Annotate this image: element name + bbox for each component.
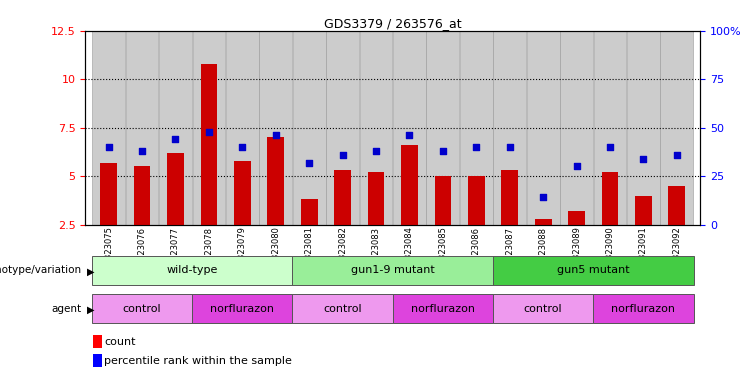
Bar <box>268 137 284 225</box>
Point <box>136 148 148 154</box>
Point <box>437 148 449 154</box>
Point <box>637 156 649 162</box>
Point <box>203 129 215 135</box>
FancyBboxPatch shape <box>293 31 325 225</box>
Point <box>504 144 516 150</box>
Bar <box>602 172 618 225</box>
Text: GSM323087: GSM323087 <box>505 227 514 278</box>
Text: control: control <box>323 304 362 314</box>
Point <box>303 159 315 166</box>
Point <box>370 148 382 154</box>
Text: GSM323091: GSM323091 <box>639 227 648 277</box>
Point <box>170 136 182 142</box>
Text: agent: agent <box>51 304 82 314</box>
Text: wild-type: wild-type <box>167 265 218 275</box>
FancyBboxPatch shape <box>627 31 659 225</box>
Bar <box>301 199 318 225</box>
FancyBboxPatch shape <box>560 31 593 225</box>
Text: percentile rank within the sample: percentile rank within the sample <box>104 356 293 366</box>
FancyBboxPatch shape <box>159 31 192 225</box>
Bar <box>668 186 685 225</box>
Text: gun1-9 mutant: gun1-9 mutant <box>350 265 435 275</box>
Text: GSM323079: GSM323079 <box>238 227 247 278</box>
FancyBboxPatch shape <box>427 31 459 225</box>
Text: GSM323076: GSM323076 <box>138 227 147 278</box>
FancyBboxPatch shape <box>259 31 292 225</box>
Text: GSM323081: GSM323081 <box>305 227 313 278</box>
FancyBboxPatch shape <box>193 31 225 225</box>
Text: GSM323092: GSM323092 <box>672 227 681 277</box>
Bar <box>535 219 551 225</box>
FancyBboxPatch shape <box>92 31 125 225</box>
Bar <box>401 145 418 225</box>
Text: GSM323075: GSM323075 <box>104 227 113 278</box>
Text: genotype/variation: genotype/variation <box>0 265 82 275</box>
Text: control: control <box>524 304 562 314</box>
Text: GSM323080: GSM323080 <box>271 227 280 278</box>
FancyBboxPatch shape <box>493 256 694 285</box>
Text: GSM323089: GSM323089 <box>572 227 581 278</box>
Bar <box>502 170 518 225</box>
Bar <box>167 153 184 225</box>
Point <box>537 194 549 200</box>
Text: GSM323088: GSM323088 <box>539 227 548 278</box>
Point <box>471 144 482 150</box>
Bar <box>100 162 117 225</box>
FancyBboxPatch shape <box>393 294 493 323</box>
FancyBboxPatch shape <box>293 256 493 285</box>
Bar <box>334 170 351 225</box>
Point <box>236 144 248 150</box>
FancyBboxPatch shape <box>293 294 393 323</box>
Point <box>404 132 416 139</box>
Point <box>604 144 616 150</box>
Point <box>270 132 282 139</box>
Text: norflurazon: norflurazon <box>210 304 274 314</box>
Text: GSM323077: GSM323077 <box>171 227 180 278</box>
Text: norflurazon: norflurazon <box>611 304 676 314</box>
FancyBboxPatch shape <box>393 31 426 225</box>
FancyBboxPatch shape <box>594 31 626 225</box>
Point <box>103 144 115 150</box>
Bar <box>434 176 451 225</box>
Bar <box>635 195 652 225</box>
Title: GDS3379 / 263576_at: GDS3379 / 263576_at <box>324 17 462 30</box>
FancyBboxPatch shape <box>126 31 159 225</box>
Text: GSM323086: GSM323086 <box>472 227 481 278</box>
Point <box>336 152 348 158</box>
Text: GSM323085: GSM323085 <box>439 227 448 278</box>
FancyBboxPatch shape <box>527 31 559 225</box>
Text: count: count <box>104 337 136 347</box>
FancyBboxPatch shape <box>594 294 694 323</box>
FancyBboxPatch shape <box>226 31 259 225</box>
Text: ▶: ▶ <box>87 305 94 315</box>
Text: gun5 mutant: gun5 mutant <box>557 265 630 275</box>
Text: GSM323082: GSM323082 <box>338 227 347 278</box>
FancyBboxPatch shape <box>192 294 293 323</box>
Text: norflurazon: norflurazon <box>411 304 475 314</box>
Bar <box>468 176 485 225</box>
Bar <box>368 172 385 225</box>
Text: control: control <box>123 304 162 314</box>
Text: GSM323078: GSM323078 <box>205 227 213 278</box>
FancyBboxPatch shape <box>92 294 192 323</box>
FancyBboxPatch shape <box>92 256 293 285</box>
FancyBboxPatch shape <box>460 31 493 225</box>
Text: GSM323084: GSM323084 <box>405 227 414 278</box>
Bar <box>234 161 250 225</box>
FancyBboxPatch shape <box>359 31 393 225</box>
Bar <box>201 64 217 225</box>
Text: GSM323090: GSM323090 <box>605 227 614 277</box>
FancyBboxPatch shape <box>493 294 594 323</box>
FancyBboxPatch shape <box>326 31 359 225</box>
Bar <box>568 211 585 225</box>
Text: ▶: ▶ <box>87 266 94 276</box>
Text: GSM323083: GSM323083 <box>371 227 381 278</box>
Bar <box>133 167 150 225</box>
Point <box>671 152 682 158</box>
FancyBboxPatch shape <box>660 31 694 225</box>
FancyBboxPatch shape <box>494 31 526 225</box>
Point <box>571 164 582 170</box>
